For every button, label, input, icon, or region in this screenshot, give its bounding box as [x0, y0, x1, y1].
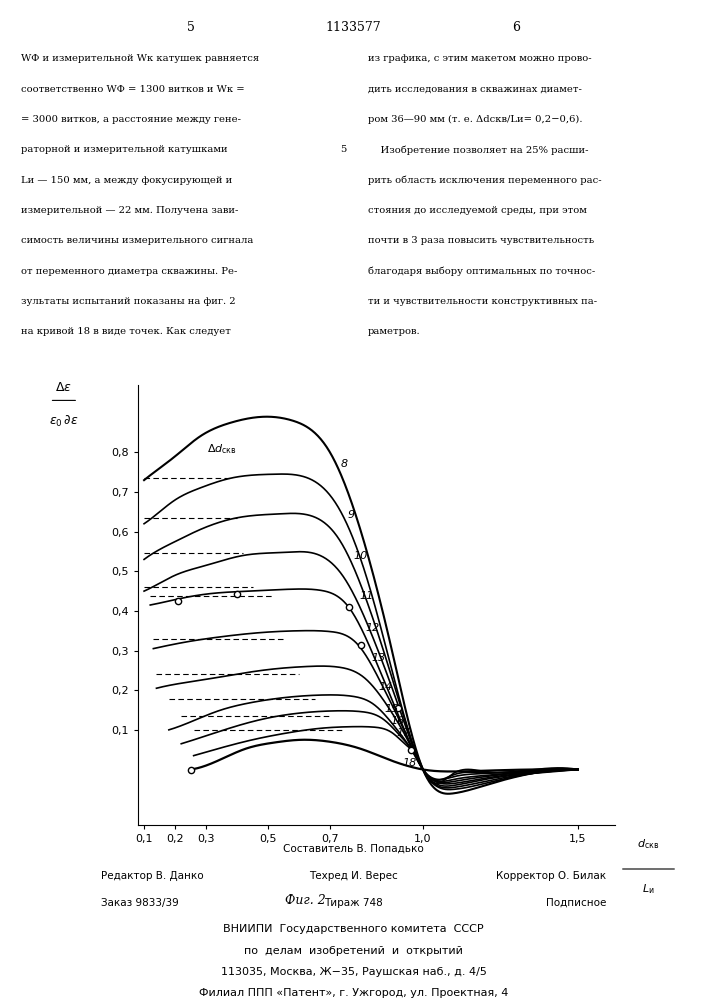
Text: раторной и измерительной катушками: раторной и измерительной катушками	[21, 145, 228, 154]
Text: по  делам  изобретений  и  открытий: по делам изобретений и открытий	[244, 946, 463, 956]
Text: Редактор В. Данко: Редактор В. Данко	[101, 871, 204, 881]
Text: рить область исключения переменного рас-: рить область исключения переменного рас-	[368, 176, 601, 185]
Text: 13: 13	[372, 653, 386, 663]
Text: ВНИИПИ  Государственного комитета  СССР: ВНИИПИ Государственного комитета СССР	[223, 924, 484, 934]
Text: Корректор О. Билак: Корректор О. Билак	[496, 871, 606, 881]
Text: 6: 6	[512, 21, 520, 34]
Text: благодаря выбору оптимальных по точнос-: благодаря выбору оптимальных по точнос-	[368, 267, 595, 276]
Text: 9: 9	[347, 510, 354, 520]
Text: 12: 12	[366, 623, 380, 633]
Text: Филиал ППП «Патент», г. Ужгород, ул. Проектная, 4: Филиал ППП «Патент», г. Ужгород, ул. Про…	[199, 988, 508, 998]
Text: симость величины измерительного сигнала: симость величины измерительного сигнала	[21, 236, 254, 245]
Text: Подписное: Подписное	[546, 898, 606, 908]
Text: дить исследования в скважинах диамет-: дить исследования в скважинах диамет-	[368, 85, 582, 94]
Text: 5: 5	[187, 21, 195, 34]
Text: 8: 8	[341, 459, 348, 469]
Text: Изобретение позволяет на 25% расши-: Изобретение позволяет на 25% расши-	[368, 145, 588, 155]
Text: 10: 10	[354, 551, 368, 561]
Text: 5: 5	[340, 145, 346, 154]
Text: $L_{\rm и}$: $L_{\rm и}$	[642, 882, 655, 896]
Text: от переменного диаметра скважины. Ре-: от переменного диаметра скважины. Ре-	[21, 267, 238, 276]
Text: ром 36—90 мм (т. е. Δdскв/Lи= 0,2−0,6).: ром 36—90 мм (т. е. Δdскв/Lи= 0,2−0,6).	[368, 115, 582, 124]
Text: $\Delta d_{\rm скв}$: $\Delta d_{\rm скв}$	[207, 442, 237, 456]
Text: Техред И. Верес: Техред И. Верес	[309, 871, 398, 881]
Text: 18: 18	[403, 758, 417, 768]
Text: стояния до исследуемой среды, при этом: стояния до исследуемой среды, при этом	[368, 206, 587, 215]
Text: $\Delta\varepsilon$: $\Delta\varepsilon$	[55, 381, 72, 394]
Text: 11: 11	[359, 591, 374, 601]
Text: соответственно WΦ = 1300 витков и Wк =: соответственно WΦ = 1300 витков и Wк =	[21, 85, 245, 94]
Text: 14: 14	[378, 682, 392, 692]
Text: 1133577: 1133577	[326, 21, 381, 34]
Text: 113035, Москва, Ж−35, Раушская наб., д. 4/5: 113035, Москва, Ж−35, Раушская наб., д. …	[221, 967, 486, 977]
Text: Составитель В. Попадько: Составитель В. Попадько	[283, 843, 424, 853]
Text: ти и чувствительности конструктивных па-: ти и чувствительности конструктивных па-	[368, 297, 597, 306]
Text: раметров.: раметров.	[368, 327, 420, 336]
Text: из графика, с этим макетом можно прово-: из графика, с этим макетом можно прово-	[368, 54, 591, 63]
Text: 16: 16	[390, 716, 404, 726]
Text: 17: 17	[397, 728, 411, 738]
Text: 15: 15	[384, 704, 399, 714]
Text: $d_{\rm скв}$: $d_{\rm скв}$	[638, 838, 660, 851]
Text: Тираж 748: Тираж 748	[324, 898, 383, 908]
Text: WΦ и измерительной Wк катушек равняется: WΦ и измерительной Wк катушек равняется	[21, 54, 259, 63]
Text: Заказ 9833/39: Заказ 9833/39	[101, 898, 179, 908]
Text: Lи — 150 мм, а между фокусирующей и: Lи — 150 мм, а между фокусирующей и	[21, 176, 233, 185]
Text: измерительной — 22 мм. Получена зави-: измерительной — 22 мм. Получена зави-	[21, 206, 238, 215]
Text: = 3000 витков, а расстояние между гене-: = 3000 витков, а расстояние между гене-	[21, 115, 241, 124]
Text: на кривой 18 в виде точек. Как следует: на кривой 18 в виде точек. Как следует	[21, 327, 231, 336]
Text: Фиг. 2: Фиг. 2	[284, 894, 325, 907]
Text: почти в 3 раза повысить чувствительность: почти в 3 раза повысить чувствительность	[368, 236, 594, 245]
Text: $\varepsilon_0\,\partial\varepsilon$: $\varepsilon_0\,\partial\varepsilon$	[49, 414, 78, 429]
Text: зультаты испытаний показаны на фиг. 2: зультаты испытаний показаны на фиг. 2	[21, 297, 236, 306]
